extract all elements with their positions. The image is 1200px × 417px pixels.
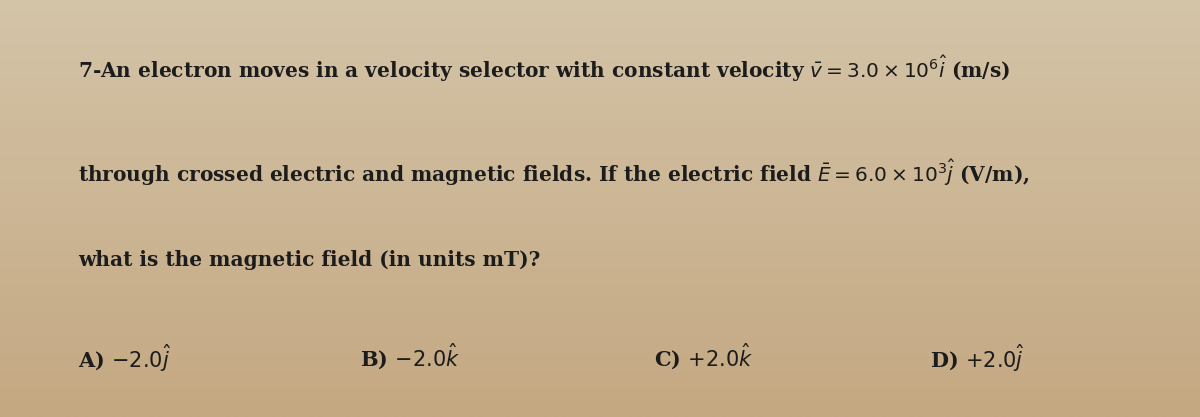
- Text: 7-An electron moves in a velocity selector with constant velocity $\bar{v}=3.0\t: 7-An electron moves in a velocity select…: [78, 54, 1010, 84]
- Text: C) $+2.0\hat{k}$: C) $+2.0\hat{k}$: [654, 342, 754, 372]
- Text: D) $+2.0\hat{j}$: D) $+2.0\hat{j}$: [930, 342, 1025, 374]
- Text: through crossed electric and magnetic fields. If the electric field $\bar{E}=6.0: through crossed electric and magnetic fi…: [78, 158, 1030, 188]
- Text: B) $-2.0\hat{k}$: B) $-2.0\hat{k}$: [360, 342, 461, 372]
- Text: A) $-2.0\hat{j}$: A) $-2.0\hat{j}$: [78, 342, 172, 374]
- Text: what is the magnetic field (in units mT)?: what is the magnetic field (in units mT)…: [78, 250, 540, 270]
